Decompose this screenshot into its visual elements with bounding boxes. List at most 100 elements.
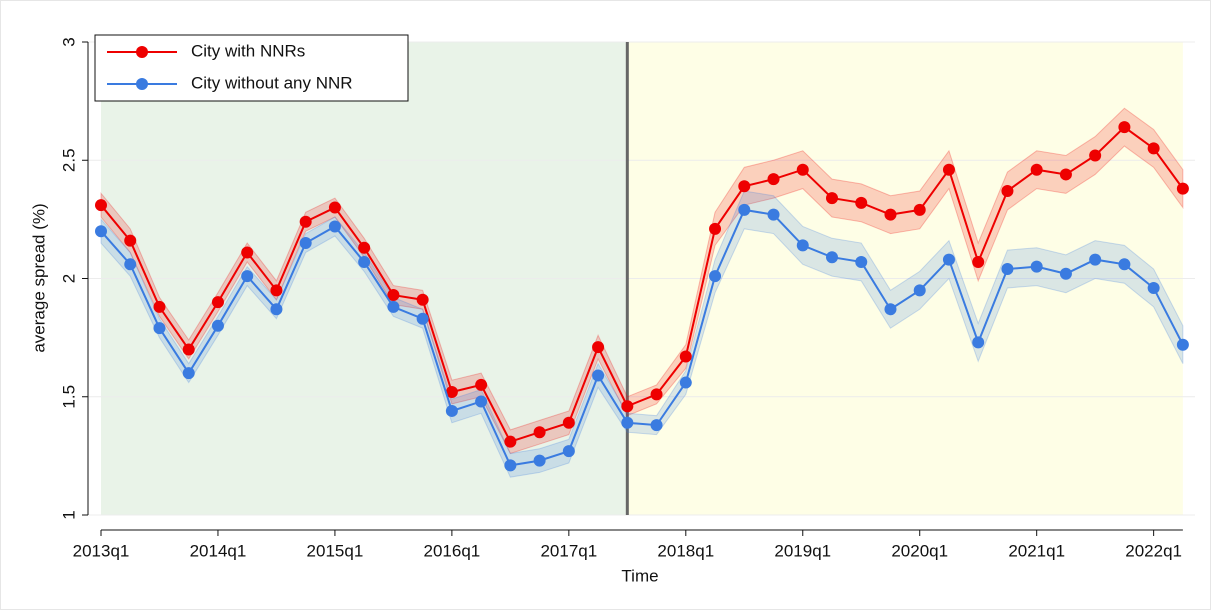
data-point: [767, 208, 780, 221]
data-point: [592, 341, 605, 354]
data-point: [913, 203, 926, 216]
legend-label: City without any NNR: [191, 73, 353, 92]
data-point: [621, 400, 634, 413]
x-tick-label: 2021q1: [1008, 541, 1065, 560]
data-point: [328, 201, 341, 214]
data-point: [1118, 121, 1131, 134]
data-point: [1147, 281, 1160, 294]
data-point: [153, 322, 166, 335]
x-tick-label: 2013q1: [73, 541, 130, 560]
data-point: [211, 296, 224, 309]
data-point: [153, 300, 166, 313]
y-tick-label: 3: [59, 37, 78, 46]
data-point: [475, 395, 488, 408]
data-point: [796, 163, 809, 176]
data-point: [416, 293, 429, 306]
data-point: [679, 350, 692, 363]
y-tick-label: 1.5: [59, 385, 78, 409]
data-point: [738, 180, 751, 193]
data-point: [358, 241, 371, 254]
series-line: [100, 208, 1184, 467]
data-point: [1030, 260, 1043, 273]
data-point: [884, 208, 897, 221]
data-point: [1059, 168, 1072, 181]
data-point: [738, 203, 751, 216]
data-point: [679, 376, 692, 389]
data-point: [1118, 258, 1131, 271]
x-tick-label: 2019q1: [774, 541, 831, 560]
data-point: [942, 253, 955, 266]
data-point: [621, 416, 634, 429]
data-point: [796, 239, 809, 252]
data-point: [124, 258, 137, 271]
data-point: [533, 426, 546, 439]
data-point: [270, 284, 283, 297]
data-point: [855, 255, 868, 268]
x-tick-label: 2017q1: [540, 541, 597, 560]
data-point: [650, 388, 663, 401]
data-point: [387, 300, 400, 313]
data-point: [592, 369, 605, 382]
data-point: [328, 220, 341, 233]
data-point: [504, 435, 517, 448]
data-point: [1089, 253, 1102, 266]
data-point: [1147, 142, 1160, 155]
legend-box: [94, 34, 409, 102]
data-point: [533, 454, 546, 467]
data-point: [270, 303, 283, 316]
x-tick-label: 2018q1: [657, 541, 714, 560]
x-tick-label: 2015q1: [307, 541, 364, 560]
x-tick-label: 2016q1: [424, 541, 481, 560]
data-point: [972, 336, 985, 349]
data-point: [826, 192, 838, 205]
data-point: [1001, 263, 1014, 276]
data-point: [358, 255, 371, 268]
x-tick-label: 2022q1: [1125, 541, 1182, 560]
legend-marker: [136, 46, 148, 58]
data-point: [475, 378, 488, 391]
data-point: [562, 416, 575, 429]
data-point: [299, 237, 312, 250]
data-point: [416, 312, 429, 325]
y-tick-label: 2.5: [59, 148, 78, 172]
data-point: [95, 199, 107, 212]
data-point: [445, 386, 458, 399]
x-tick-label: 2014q1: [190, 541, 247, 560]
data-point: [913, 284, 926, 297]
data-point: [241, 246, 254, 259]
data-point: [95, 225, 107, 238]
data-point: [855, 196, 868, 209]
data-point: [942, 163, 955, 176]
data-point: [241, 270, 254, 283]
data-point: [1176, 182, 1189, 195]
data-point: [387, 289, 400, 302]
data-point: [124, 234, 137, 247]
data-point: [182, 367, 195, 380]
legend-marker: [136, 78, 148, 90]
data-point: [1176, 338, 1189, 351]
confidence-band: [100, 190, 1184, 478]
data-point: [884, 303, 897, 316]
legend-label: City with NNRs: [191, 41, 305, 60]
x-tick-label: 2020q1: [891, 541, 948, 560]
data-point: [1030, 163, 1043, 176]
data-point: [1059, 267, 1072, 280]
data-point: [650, 419, 663, 432]
data-point: [1089, 149, 1102, 162]
data-point: [445, 404, 458, 417]
data-point: [709, 222, 722, 235]
data-point: [562, 445, 575, 458]
data-point: [299, 215, 312, 228]
confidence-band: [100, 107, 1184, 455]
data-point: [826, 251, 838, 264]
x-axis-label: Time: [621, 566, 658, 585]
data-point: [182, 343, 195, 356]
data-point: [767, 173, 780, 186]
y-tick-label: 2: [59, 274, 78, 283]
data-point: [709, 270, 722, 283]
y-axis-label: average spread (%): [29, 203, 48, 352]
series-line: [100, 125, 1184, 443]
data-point: [1001, 184, 1014, 197]
data-point: [211, 319, 224, 332]
